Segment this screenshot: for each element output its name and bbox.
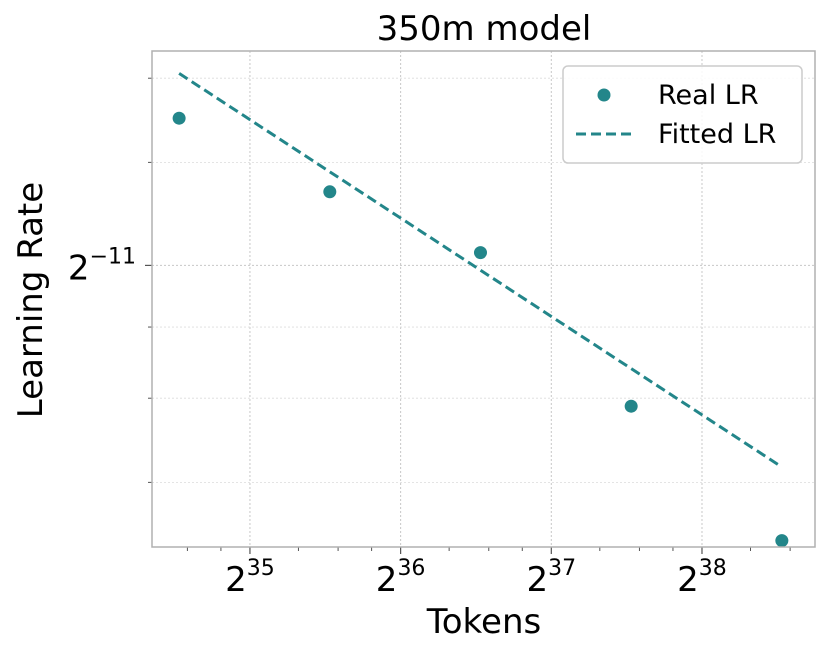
legend-marker-real-lr: [597, 88, 611, 102]
legend-box: [562, 65, 803, 164]
y-axis-label: Learning Rate: [11, 182, 51, 418]
x-axis-label: Tokens: [426, 602, 541, 642]
plot-frame: [151, 50, 816, 548]
x-tick-label-3: 238: [677, 556, 727, 600]
real-lr-point-4: [775, 534, 789, 548]
legend-label-fitted-lr: Fitted LR: [658, 119, 776, 150]
legend-label-real-lr: Real LR: [658, 80, 759, 111]
real-lr-point-0: [172, 111, 186, 125]
x-tick-label-2: 237: [526, 556, 576, 600]
data-points: [172, 111, 789, 548]
real-lr-point-1: [323, 185, 337, 199]
x-tick-label-1: 236: [376, 556, 426, 600]
x-tick-label-0: 235: [225, 556, 275, 600]
y-tick-labels: 2−11: [68, 244, 136, 288]
x-tick-labels: 235 236 237 238: [225, 556, 727, 600]
real-lr-point-2: [473, 246, 487, 260]
chart-title: 350m model: [377, 9, 592, 49]
legend: Real LR Fitted LR: [562, 65, 803, 164]
y-tick-label-0: 2−11: [68, 244, 136, 288]
real-lr-point-3: [624, 399, 638, 413]
